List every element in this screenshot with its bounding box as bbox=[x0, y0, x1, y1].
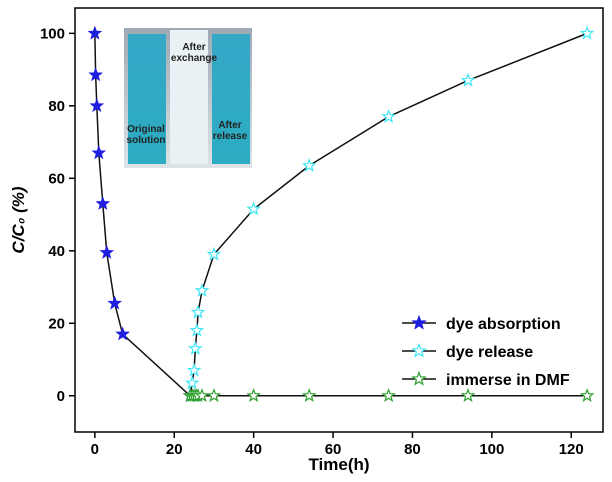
marker bbox=[184, 375, 200, 390]
marker bbox=[301, 388, 317, 402]
marker bbox=[206, 246, 222, 261]
legend-marker bbox=[411, 342, 427, 358]
marker bbox=[206, 388, 222, 402]
marker bbox=[194, 282, 210, 297]
marker bbox=[194, 388, 210, 402]
x-tick-label: 60 bbox=[325, 441, 342, 458]
marker bbox=[99, 244, 115, 259]
y-tick-label: 60 bbox=[48, 170, 65, 187]
legend-label: dye absorption bbox=[446, 316, 561, 333]
marker bbox=[187, 340, 203, 355]
y-tick-label: 0 bbox=[57, 388, 65, 405]
marker bbox=[301, 157, 317, 172]
marker bbox=[88, 67, 103, 82]
y-tick-label: 20 bbox=[48, 315, 65, 332]
marker bbox=[381, 388, 396, 402]
marker bbox=[381, 109, 396, 123]
y-axis-label: C/C₀ (%) bbox=[9, 186, 28, 253]
x-axis-label: Time(h) bbox=[308, 455, 369, 474]
inset-label: After exchange bbox=[170, 42, 218, 64]
marker bbox=[91, 145, 107, 160]
marker bbox=[115, 326, 130, 341]
marker bbox=[460, 72, 476, 87]
plot-frame bbox=[74, 7, 604, 433]
x-tick-label: 120 bbox=[559, 441, 584, 458]
y-tick-label: 100 bbox=[40, 25, 65, 42]
legend-label: immerse in DMF bbox=[446, 372, 570, 389]
legend-marker bbox=[411, 370, 427, 386]
legend-entry: dye release bbox=[402, 342, 533, 361]
inset-photo bbox=[124, 28, 252, 168]
legend-label: dye release bbox=[446, 344, 533, 361]
x-tick-label: 100 bbox=[479, 441, 504, 458]
marker bbox=[579, 388, 595, 402]
marker bbox=[189, 322, 205, 337]
marker bbox=[107, 295, 123, 310]
y-tick-label: 80 bbox=[48, 98, 65, 115]
marker bbox=[246, 201, 261, 216]
marker bbox=[186, 362, 202, 377]
inset-label: After release bbox=[212, 120, 248, 142]
inset-label: Original solution bbox=[126, 124, 166, 146]
legend-entry: dye absorption bbox=[402, 314, 561, 333]
marker bbox=[89, 98, 105, 113]
marker bbox=[190, 304, 206, 319]
x-tick-label: 40 bbox=[245, 441, 262, 458]
marker bbox=[95, 195, 111, 210]
x-tick-label: 80 bbox=[404, 441, 421, 458]
marker bbox=[579, 25, 595, 40]
marker bbox=[460, 388, 476, 402]
marker bbox=[246, 388, 261, 402]
y-tick-label: 40 bbox=[48, 243, 65, 260]
x-tick-label: 0 bbox=[91, 441, 99, 458]
x-tick-label: 20 bbox=[166, 441, 183, 458]
marker bbox=[87, 25, 103, 40]
legend-entry: immerse in DMF bbox=[402, 370, 570, 389]
legend-marker bbox=[411, 314, 427, 330]
